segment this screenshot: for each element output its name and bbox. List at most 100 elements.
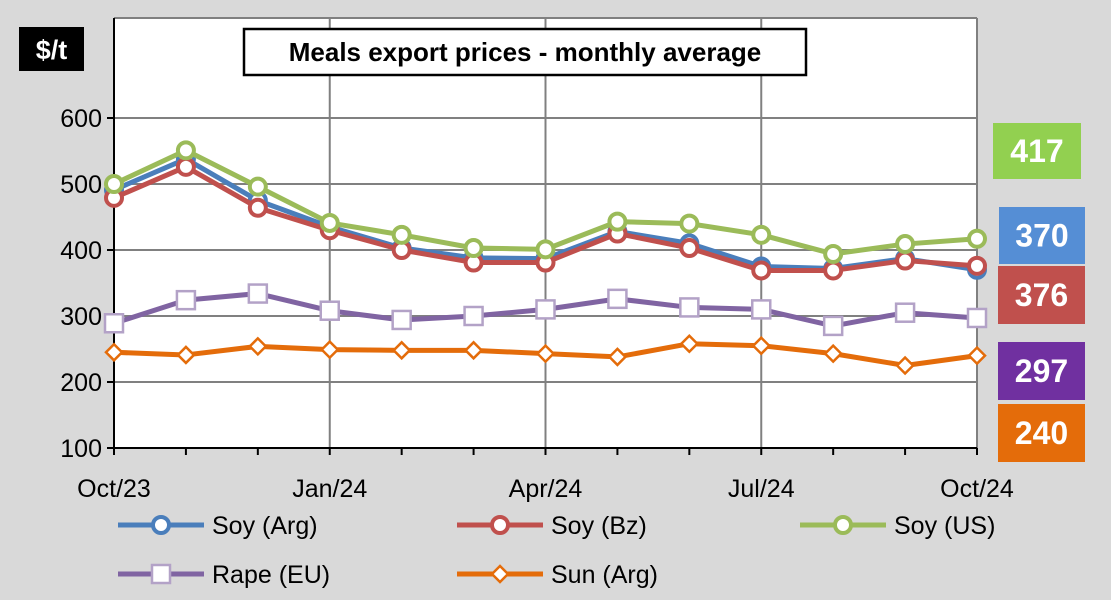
legend-swatch-marker — [151, 515, 171, 535]
data-point — [175, 289, 197, 311]
legend-entry: Sun (Arg) — [457, 561, 658, 589]
end-value-label: 240 — [998, 404, 1085, 462]
data-point — [535, 299, 556, 320]
data-point — [679, 297, 700, 318]
y-tick-label: 400 — [60, 237, 102, 265]
end-value-text: 297 — [1015, 353, 1068, 389]
legend-swatch-marker — [490, 515, 510, 535]
end-value-box — [999, 207, 1085, 264]
legend-swatch-marker — [833, 515, 853, 535]
data-point — [823, 343, 843, 364]
data-point — [176, 345, 196, 365]
data-point — [967, 228, 987, 249]
legend-swatch-marker — [150, 563, 172, 585]
data-point — [751, 260, 772, 281]
data-point — [967, 255, 987, 276]
data-point — [103, 313, 125, 334]
end-value-label: 376 — [998, 266, 1085, 324]
y-tick-label: 200 — [60, 369, 102, 397]
y-tick-label: 500 — [60, 171, 102, 199]
series-layer — [103, 140, 988, 376]
data-point — [247, 283, 269, 304]
chart-title-box: Meals export prices - monthly average — [242, 27, 808, 77]
series-soy-us — [104, 140, 987, 264]
data-point — [607, 347, 628, 367]
data-point — [319, 212, 340, 233]
y-tick-label: 600 — [60, 105, 102, 133]
axis-layer: 100 200 300 400 500 600 Oct/23 Jan/24 Apr/24 Jul/… — [60, 18, 1014, 503]
unit-label: $/t — [36, 35, 68, 65]
end-value-label: 417 — [993, 123, 1081, 179]
x-tick-label: Oct/23 — [77, 475, 151, 503]
unit-badge: $/t — [19, 27, 84, 71]
legend-entry: Soy (Arg) — [118, 512, 318, 540]
data-point — [822, 315, 844, 337]
end-value-label: 370 — [999, 207, 1085, 264]
end-value-text: 370 — [1015, 218, 1068, 254]
end-value-labels: 417 370 376 297 240 — [993, 123, 1085, 462]
data-point — [679, 333, 700, 354]
legend-swatch-marker — [490, 564, 510, 584]
data-point — [535, 343, 556, 364]
x-tick-label: Apr/24 — [509, 475, 583, 503]
data-point — [751, 299, 772, 320]
end-value-box — [998, 342, 1085, 400]
y-tick-label: 100 — [60, 435, 102, 463]
data-point — [319, 339, 340, 360]
chart-title: Meals export prices - monthly average — [289, 37, 762, 67]
data-point — [895, 355, 915, 376]
end-value-text: 376 — [1015, 277, 1068, 313]
legend-label: Sun (Arg) — [551, 561, 658, 589]
data-point — [391, 309, 412, 331]
data-point — [319, 300, 340, 321]
data-point — [104, 174, 124, 194]
x-tick-label: Jan/24 — [292, 475, 367, 503]
data-point — [823, 243, 844, 264]
y-tick-label: 300 — [60, 303, 102, 331]
x-tick-label: Oct/24 — [940, 475, 1014, 503]
data-point — [967, 345, 987, 366]
data-point — [248, 336, 268, 357]
data-point — [751, 224, 772, 245]
data-point — [895, 234, 916, 255]
legend: Soy (Arg) Soy (Bz) Soy (US) Rape (EU) Sun (A… — [118, 512, 995, 589]
end-value-label: 297 — [998, 342, 1085, 400]
data-point — [823, 260, 844, 281]
end-value-text: 417 — [1010, 133, 1063, 169]
x-tick-label: Jul/24 — [728, 475, 795, 503]
data-point — [391, 340, 412, 361]
end-value-text: 240 — [1015, 415, 1068, 451]
data-point — [463, 305, 484, 327]
data-point — [894, 302, 916, 323]
legend-label: Soy (US) — [894, 512, 995, 540]
end-value-box — [998, 266, 1085, 324]
data-point — [679, 213, 700, 234]
legend-entry: Rape (EU) — [118, 561, 330, 589]
legend-entry: Soy (Bz) — [457, 512, 647, 540]
grid-layer — [113, 17, 978, 449]
data-point — [607, 288, 628, 310]
data-point — [966, 307, 988, 329]
legend-label: Rape (EU) — [212, 561, 330, 589]
data-point — [463, 238, 484, 259]
data-point — [175, 140, 196, 161]
data-point — [391, 224, 412, 245]
legend-label: Soy (Arg) — [212, 512, 318, 540]
legend-label: Soy (Bz) — [551, 512, 647, 540]
data-point — [607, 211, 628, 232]
end-value-box — [993, 123, 1081, 179]
data-point — [175, 156, 196, 177]
legend-entry: Soy (US) — [800, 512, 995, 540]
data-point — [104, 342, 124, 363]
data-point — [679, 238, 700, 259]
data-point — [247, 176, 268, 197]
data-point — [463, 340, 484, 361]
data-point — [895, 250, 916, 271]
data-point — [535, 239, 556, 260]
end-value-box — [998, 404, 1085, 462]
series-rape-eu — [103, 283, 988, 337]
data-point — [247, 197, 268, 218]
series-sun-arg — [104, 333, 987, 376]
data-point — [751, 335, 772, 356]
